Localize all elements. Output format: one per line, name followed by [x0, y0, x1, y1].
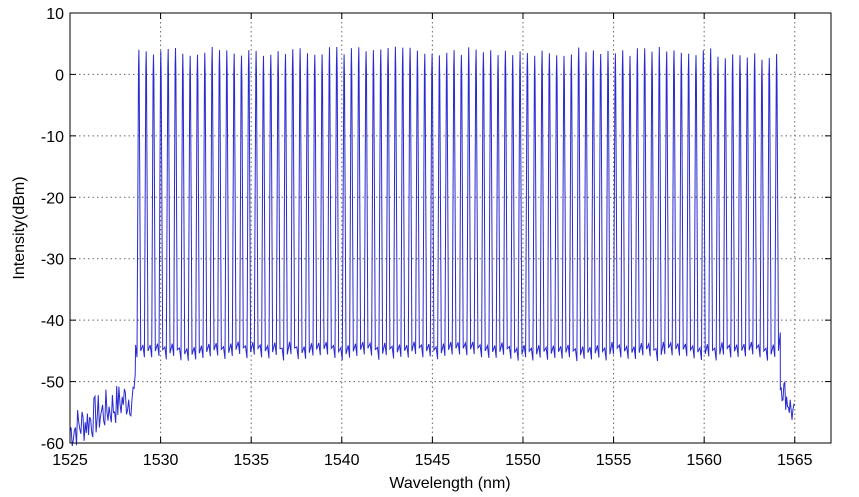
y-axis-label: Intensity(dBm): [11, 176, 28, 279]
x-tick-label-1: 1530: [143, 452, 179, 469]
x-tick-label-4: 1545: [415, 452, 451, 469]
plot-frame: [69, 12, 832, 444]
y-tick-label-5: -10: [41, 129, 64, 146]
x-tick-label-3: 1540: [324, 452, 360, 469]
spectrum-series-line: [69, 46, 796, 447]
y-tick-label-0: -60: [41, 436, 64, 453]
x-tick-label-7: 1560: [686, 452, 722, 469]
tick-marks: [69, 12, 831, 444]
series-group: [69, 46, 796, 447]
x-tick-label-8: 1565: [777, 452, 813, 469]
x-axis-label: Wavelength (nm): [389, 475, 510, 492]
y-tick-label-7: 10: [46, 6, 64, 23]
y-tick-label-3: -30: [41, 252, 64, 269]
x-tick-label-0: 1525: [52, 452, 88, 469]
x-tick-label-6: 1555: [596, 452, 632, 469]
x-tick-label-5: 1550: [505, 452, 541, 469]
x-tick-label-2: 1535: [233, 452, 269, 469]
x-tick-labels: 1525 1530 1535 1540 1545 1550 1555 1560 1565: [52, 452, 812, 469]
y-tick-label-1: -50: [41, 375, 64, 392]
y-tick-label-4: -20: [41, 190, 64, 207]
y-tick-label-2: -40: [41, 313, 64, 330]
y-tick-labels: -60 -50 -40 -30 -20 -10 0 10: [41, 6, 64, 453]
y-tick-label-6: 0: [55, 67, 64, 84]
